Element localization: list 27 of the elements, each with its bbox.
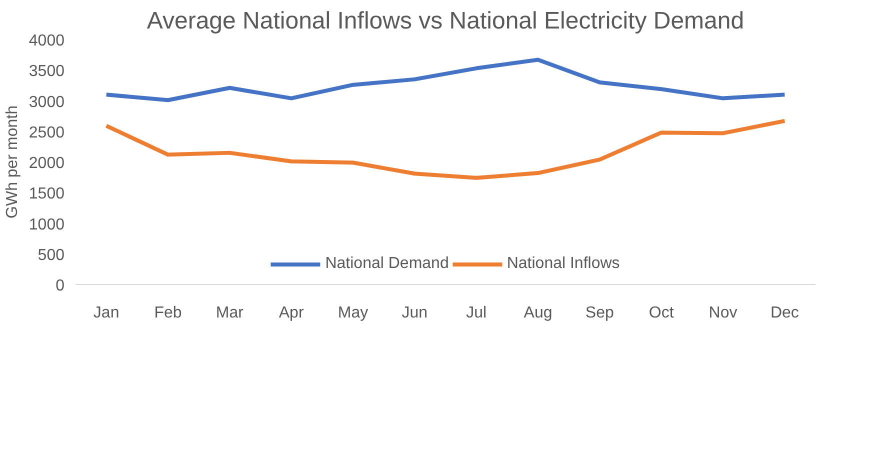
x-tick-label: Apr (278, 304, 304, 322)
y-tick-label: 500 (38, 246, 65, 264)
x-tick-label: Sep (585, 304, 614, 322)
line-series (104, 58, 787, 102)
line-series (104, 118, 787, 180)
y-axis-title: GWh per month (4, 106, 21, 218)
y-tick-label: 2000 (28, 155, 65, 172)
x-tick-label: Jan (93, 304, 120, 322)
y-tick-label: 3000 (28, 94, 65, 111)
y-tick-label: 4000 (28, 32, 65, 50)
y-tick-label: 0 (56, 278, 65, 294)
legend-label: National Inflows (506, 255, 620, 273)
x-tick-label: Aug (524, 304, 552, 322)
chart-title: Average National Inflows vs National Electricity Demand (146, 8, 744, 34)
x-tick-label: Nov (708, 304, 738, 322)
legend-label: National Demand (325, 255, 449, 273)
x-tick-label: May (338, 304, 368, 322)
x-tick-label: Oct (648, 304, 674, 322)
x-tick-label: Jun (402, 304, 428, 322)
x-tick-label: Mar (216, 304, 244, 322)
x-tick-label: Feb (154, 304, 182, 322)
y-tick-label: 1500 (28, 186, 65, 203)
y-tick-label: 3500 (28, 63, 65, 80)
x-tick-label: Jul (466, 304, 487, 322)
y-tick-label: 2500 (28, 124, 65, 142)
y-tick-label: 1000 (28, 216, 65, 234)
x-tick-label: Dec (770, 304, 799, 322)
